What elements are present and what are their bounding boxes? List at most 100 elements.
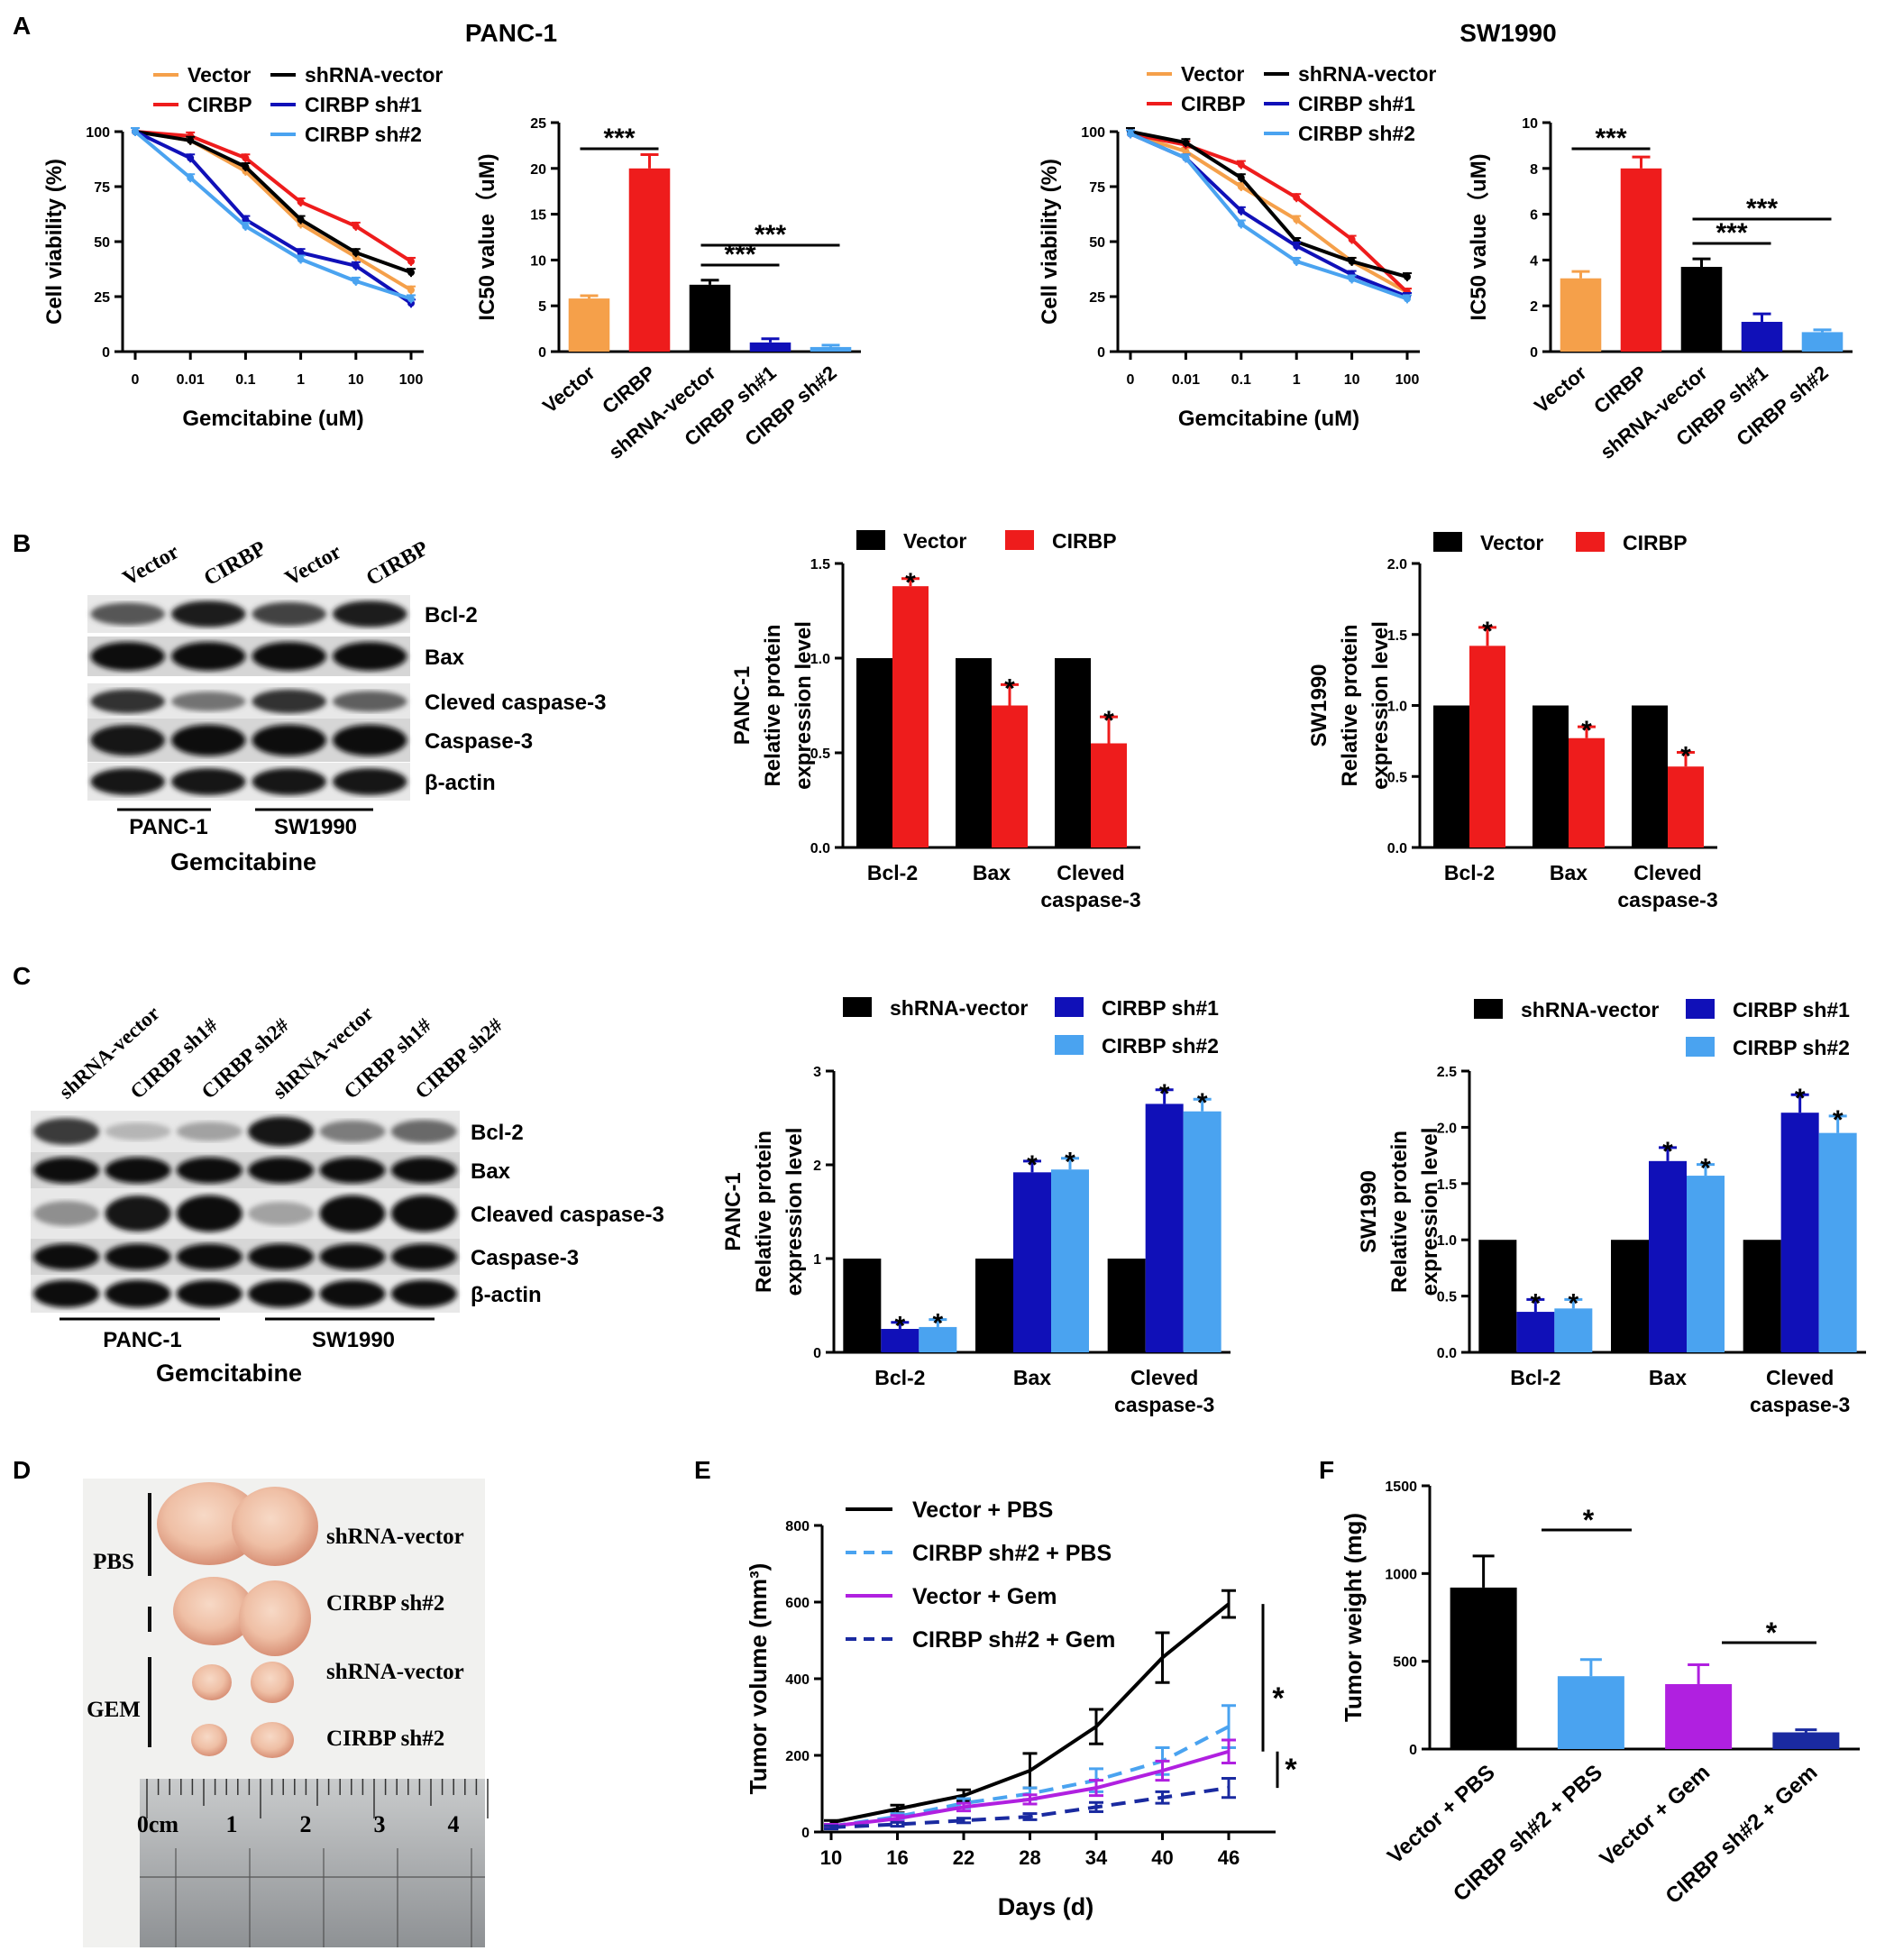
data-point [1127, 130, 1134, 138]
legend-label: CIRBP [1623, 531, 1688, 554]
blot-b-row-band [171, 642, 246, 671]
grouped-B1-ytick-label: 0.0 [810, 841, 830, 856]
bar [1013, 1172, 1051, 1352]
legend-swatch [1686, 1037, 1715, 1057]
viability-A3-ytick-label: 50 [1089, 235, 1105, 251]
y-axis-label: IC50 value（uM) [1467, 153, 1491, 320]
legend-label: shRNA-vector [1521, 998, 1659, 1021]
legend-label: CIRBP [1181, 92, 1246, 115]
significance-star: * [1272, 1681, 1285, 1716]
xtick-label: 1 [297, 372, 305, 388]
xtick-label: 22 [953, 1846, 974, 1869]
significance-star: * [1530, 1288, 1541, 1318]
blot-b-row-band [90, 642, 165, 671]
y-axis-label: Tumor weight (mg) [1340, 1513, 1367, 1722]
x-category-label: caspase-3 [1114, 1393, 1214, 1416]
data-point [1237, 160, 1245, 169]
legend-label: CIRBP [188, 93, 252, 116]
x-tick-label: Vector + PBS [1383, 1760, 1500, 1868]
data-point [297, 249, 305, 257]
blot-c-row-band [33, 1118, 100, 1145]
data-point [297, 255, 305, 263]
chart-title-sw1990: SW1990 [1459, 19, 1556, 47]
blot-b-row-band [171, 691, 246, 711]
significance-stars: *** [755, 220, 786, 250]
bar [1055, 658, 1091, 847]
significance-star: * [1680, 741, 1691, 771]
ic50-A4-ytick-label: 0 [1530, 345, 1538, 361]
series-line [1130, 130, 1408, 279]
grouped-B2-ytick-label: 1.5 [1387, 628, 1407, 644]
bar [1469, 646, 1505, 847]
xtick-label: 0.1 [235, 372, 255, 388]
legend-swatch [1055, 997, 1084, 1017]
ic50-A2-ytick-label: 10 [530, 253, 546, 269]
legend-label: CIRBP sh#2 [1102, 1034, 1219, 1058]
group-label-pbs: PBS [93, 1550, 134, 1574]
blot-c-row-label: Bcl-2 [471, 1121, 524, 1145]
significance-stars: *** [1595, 124, 1626, 153]
legend-swatch [1433, 532, 1462, 552]
bar [1091, 743, 1127, 847]
y-axis-label: SW1990 [1307, 664, 1331, 746]
x-category-label: Bax [973, 861, 1011, 884]
blot-c-row-band [319, 1195, 386, 1232]
significance-star: * [1568, 1288, 1578, 1318]
tumor-specimen [232, 1487, 318, 1566]
legend-label: shRNA-vector [890, 996, 1028, 1020]
bar [628, 168, 671, 352]
significance-stars: *** [1716, 218, 1747, 248]
legend-label: CIRBP sh#1 [1102, 996, 1219, 1020]
blot-b-row-band [252, 768, 326, 795]
legend-label: CIRBP sh#2 + Gem [912, 1627, 1115, 1653]
data-point [1237, 174, 1245, 182]
x-tick-label: Vector [1530, 361, 1591, 417]
blot-c-row-band [319, 1243, 386, 1270]
legend-label: CIRBP sh#2 [305, 123, 422, 146]
data-point [242, 154, 250, 162]
legend-label: CIRBP sh#1 [1298, 92, 1415, 115]
viability-A3-ytick-label: 25 [1089, 290, 1105, 306]
series-line [1130, 132, 1408, 294]
bar [1533, 705, 1569, 847]
ic50-A2-ytick-label: 15 [530, 208, 546, 224]
series-line [134, 130, 413, 305]
bar [689, 284, 731, 352]
blot-c-row-band [390, 1243, 457, 1270]
blot-c-footer: Gemcitabine [156, 1360, 302, 1387]
blot-c-row-label: β-actin [471, 1283, 542, 1307]
blot-b-row-band [90, 602, 165, 626]
legend-label: Vector [1480, 531, 1543, 554]
blot-c-row-label: Cleaved caspase-3 [471, 1203, 664, 1227]
xtick-label: 1 [1293, 372, 1301, 388]
grouped-C1-ytick-label: 3 [813, 1065, 821, 1080]
x-tick-label: shRNA-vector [604, 361, 720, 463]
legend-label: Vector + Gem [912, 1584, 1057, 1609]
blot-c-row-bg [31, 1111, 460, 1152]
grouped-C2-ytick-label: 2.0 [1437, 1121, 1457, 1136]
blot-c-row-band [105, 1195, 171, 1232]
x-category-label: caspase-3 [1750, 1393, 1850, 1416]
bar [1611, 1240, 1649, 1352]
data-point [242, 215, 250, 224]
x-axis-label: Gemcitabine (uM) [182, 407, 363, 431]
data-point [187, 154, 195, 162]
blot-c-row-bg [31, 1239, 460, 1275]
bar [1051, 1169, 1089, 1352]
blot-c-row-band [248, 1243, 315, 1270]
blot-b-row-band [333, 600, 407, 627]
legend-label: Vector [903, 529, 966, 553]
panel-letter-C: C [13, 962, 31, 990]
blot-c-row-band [248, 1157, 315, 1184]
bar [1478, 1240, 1517, 1352]
data-point [1182, 154, 1190, 162]
series-line [134, 130, 412, 275]
data-point [132, 128, 139, 135]
blot-c-row-bg [31, 1188, 460, 1239]
ruler-number: 3 [374, 1811, 386, 1837]
blot-b-footer: Gemcitabine [170, 848, 316, 875]
xtick-label: 46 [1218, 1846, 1240, 1869]
blot-c-row-band [390, 1279, 457, 1308]
tumor-weight-ytick-label: 500 [1393, 1655, 1417, 1671]
